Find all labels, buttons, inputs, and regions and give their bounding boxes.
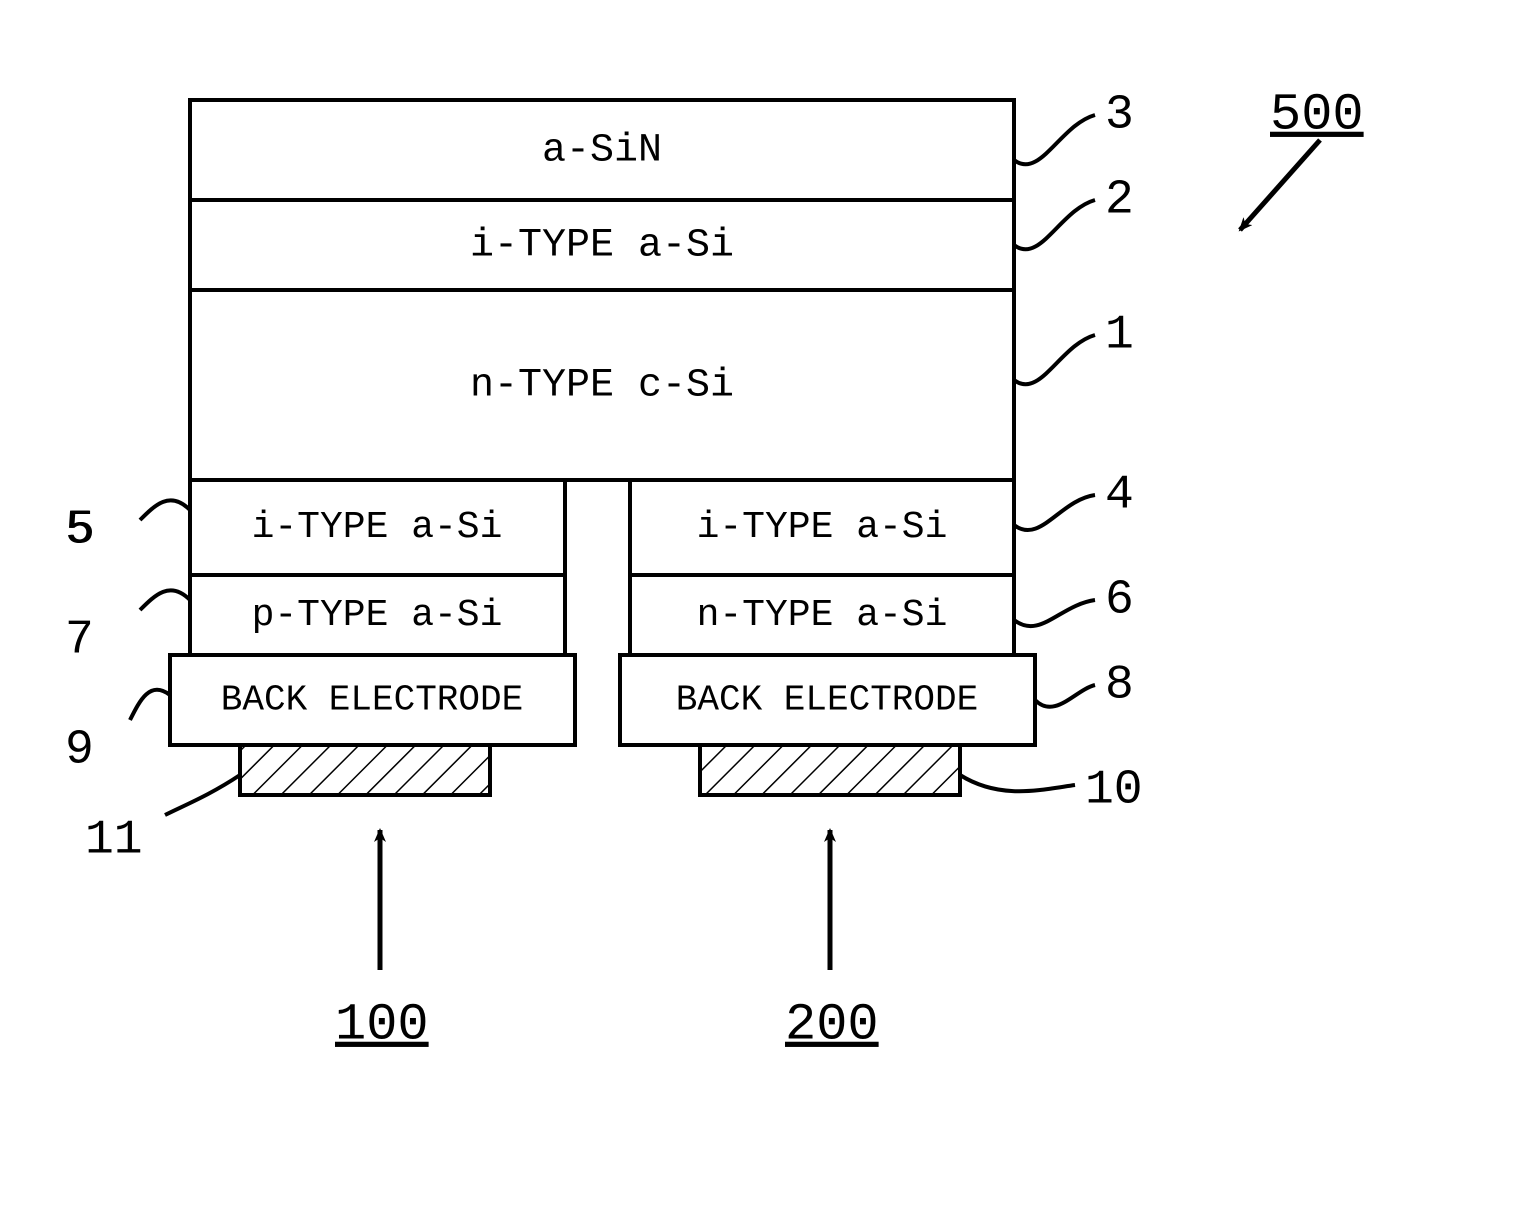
layer-n-type-csi: n-TYPE c-Si (190, 290, 1014, 480)
layer-label: p-TYPE a-Si (252, 594, 503, 637)
svg-text:5: 5 (65, 504, 94, 558)
ref-2: 2 (1014, 174, 1134, 250)
layer-i-type-asi-right: i-TYPE a-Si (630, 480, 1014, 575)
svg-text:2: 2 (1105, 174, 1134, 228)
ref-100: 100 (335, 830, 429, 1055)
layer-label: i-TYPE a-Si (697, 506, 948, 549)
svg-text:8: 8 (1105, 659, 1134, 713)
svg-text:6: 6 (1105, 574, 1134, 628)
layer-label: BACK ELECTRODE (676, 680, 978, 721)
ref-200: 200 (785, 830, 879, 1055)
layer-contact-right (700, 745, 960, 795)
svg-text:7: 7 (65, 614, 94, 668)
svg-text:3: 3 (1105, 89, 1134, 143)
layer-label: BACK ELECTRODE (221, 680, 523, 721)
ref-500: 500 (1240, 86, 1364, 230)
layer-i-type-asi-left: i-TYPE a-Si (190, 480, 565, 575)
svg-text:10: 10 (1085, 764, 1143, 818)
ref-5-text: 5 (65, 504, 94, 558)
layer-label: i-TYPE a-Si (470, 224, 734, 269)
solar-cell-cross-section: a-SiN i-TYPE a-Si n-TYPE c-Si i-TYPE a-S… (0, 0, 1515, 1209)
svg-text:11: 11 (85, 814, 143, 868)
ref-1: 1 (1014, 309, 1134, 385)
svg-text:200: 200 (785, 996, 879, 1055)
layer-a-sin: a-SiN (190, 100, 1014, 200)
layer-label: i-TYPE a-Si (252, 506, 503, 549)
svg-text:500: 500 (1270, 86, 1364, 145)
layer-i-type-asi-top: i-TYPE a-Si (190, 200, 1014, 290)
svg-text:100: 100 (335, 996, 429, 1055)
layer-back-electrode-right: BACK ELECTRODE (620, 655, 1035, 745)
layer-p-type-asi-left: p-TYPE a-Si (190, 575, 565, 655)
layer-n-type-asi-right: n-TYPE a-Si (630, 575, 1014, 655)
layer-back-electrode-left: BACK ELECTRODE (170, 655, 575, 745)
ref-11: 11 (85, 775, 240, 868)
layer-label: n-TYPE c-Si (470, 364, 734, 409)
layer-contact-left (240, 745, 490, 795)
ref-9: 9 (65, 690, 170, 778)
ref-4: 4 (1014, 469, 1134, 530)
ref-10: 10 (960, 764, 1143, 818)
svg-text:9: 9 (65, 724, 94, 778)
layer-label: n-TYPE a-Si (697, 594, 948, 637)
ref-6: 6 (1014, 574, 1134, 628)
ref-8: 8 (1035, 659, 1134, 713)
svg-text:1: 1 (1105, 309, 1134, 363)
svg-text:4: 4 (1105, 469, 1134, 523)
ref-3: 3 (1014, 89, 1134, 165)
layer-label: a-SiN (542, 129, 662, 174)
